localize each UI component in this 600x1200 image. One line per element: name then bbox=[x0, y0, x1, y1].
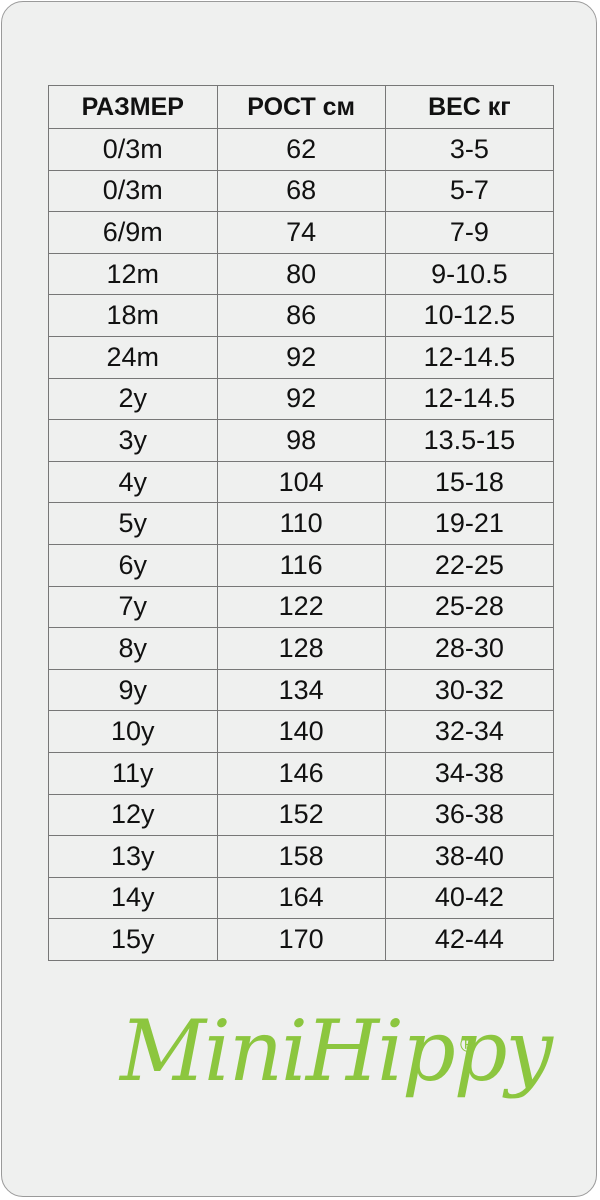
table-cell: 7y bbox=[48, 585, 218, 629]
table-cell: 8y bbox=[48, 627, 218, 670]
table-cell: 92 bbox=[216, 377, 386, 421]
table-cell: 146 bbox=[216, 751, 386, 795]
table-cell: 42-44 bbox=[384, 918, 555, 961]
table-cell: 80 bbox=[216, 252, 386, 296]
table-cell: 19-21 bbox=[384, 502, 555, 545]
header-cell: РАЗМЕР bbox=[48, 85, 218, 129]
table-cell: 5y bbox=[48, 502, 218, 545]
table-cell: 2y bbox=[48, 377, 218, 421]
table-row: 15y 170 42-44 bbox=[48, 918, 555, 961]
table-cell: 13.5-15 bbox=[384, 419, 555, 462]
table-body: 0/3m 62 3-5 0/3m 68 5-7 6/9m 74 7-9 12m 80 9-10.5 18… bbox=[48, 128, 555, 961]
table-cell: 6/9m bbox=[48, 211, 218, 254]
table-cell: 12y bbox=[48, 793, 218, 837]
table-cell: 116 bbox=[216, 543, 386, 587]
header-cell: РОСТ см bbox=[216, 85, 386, 129]
table-cell: 25-28 bbox=[384, 585, 555, 629]
table-cell: 170 bbox=[216, 918, 386, 961]
table-cell: 0/3m bbox=[48, 128, 218, 171]
table-row: 5y 110 19-21 bbox=[48, 502, 555, 545]
table-cell: 4y bbox=[48, 460, 218, 504]
table-cell: 92 bbox=[216, 335, 386, 379]
table-cell: 38-40 bbox=[384, 835, 555, 878]
table-cell: 104 bbox=[216, 460, 386, 504]
table-cell: 7-9 bbox=[384, 211, 555, 254]
table-cell: 74 bbox=[216, 211, 386, 254]
header-cell: ВЕС кг bbox=[384, 85, 555, 129]
logo: MiniHippy bbox=[120, 1002, 553, 1100]
table-cell: 152 bbox=[216, 793, 386, 837]
table-row: 0/3m 62 3-5 bbox=[48, 128, 555, 171]
table-row: 13y 158 38-40 bbox=[48, 835, 555, 878]
table-cell: 14y bbox=[48, 876, 218, 920]
table-row: 6y 116 22-25 bbox=[48, 543, 555, 587]
table-row: 0/3m 68 5-7 bbox=[48, 169, 555, 213]
table-cell: 3-5 bbox=[384, 128, 555, 171]
header-row: РАЗМЕР РОСТ см ВЕС кг bbox=[48, 85, 555, 129]
table-cell: 36-38 bbox=[384, 793, 555, 837]
table-cell: 86 bbox=[216, 294, 386, 337]
table-cell: 30-32 bbox=[384, 668, 555, 712]
table-cell: 9-10.5 bbox=[384, 252, 555, 296]
table-cell: 10-12.5 bbox=[384, 294, 555, 337]
table-cell: 110 bbox=[216, 502, 386, 545]
table-cell: 12-14.5 bbox=[384, 377, 555, 421]
table-cell: 140 bbox=[216, 710, 386, 753]
table-cell: 34-38 bbox=[384, 751, 555, 795]
size-table: РАЗМЕР РОСТ см ВЕС кг 0/3m 62 3-5 0/3m 68 5-7 6/… bbox=[48, 85, 555, 961]
table-cell: 12-14.5 bbox=[384, 335, 555, 379]
table-row: 11y 146 34-38 bbox=[48, 751, 555, 795]
table-row: 9y 134 30-32 bbox=[48, 668, 555, 712]
table-cell: 32-34 bbox=[384, 710, 555, 753]
table-cell: 28-30 bbox=[384, 627, 555, 670]
table-row: 10y 140 32-34 bbox=[48, 710, 555, 753]
table-cell: 15y bbox=[48, 918, 218, 961]
table-cell: 12m bbox=[48, 252, 218, 296]
table-row: 6/9m 74 7-9 bbox=[48, 211, 555, 254]
table-cell: 10y bbox=[48, 710, 218, 753]
table-cell: 3y bbox=[48, 419, 218, 462]
table-cell: 24m bbox=[48, 335, 218, 379]
table-row: 2y 92 12-14.5 bbox=[48, 377, 555, 421]
table-cell: 98 bbox=[216, 419, 386, 462]
table-cell: 11y bbox=[48, 751, 218, 795]
table-cell: 134 bbox=[216, 668, 386, 712]
table-row: 4y 104 15-18 bbox=[48, 460, 555, 504]
table-cell: 122 bbox=[216, 585, 386, 629]
table-row: 24m 92 12-14.5 bbox=[48, 335, 555, 379]
table-row: 12m 80 9-10.5 bbox=[48, 252, 555, 296]
table-row: 7y 122 25-28 bbox=[48, 585, 555, 629]
table-cell: 128 bbox=[216, 627, 386, 670]
table-row: 8y 128 28-30 bbox=[48, 627, 555, 670]
table-row: 14y 164 40-42 bbox=[48, 876, 555, 920]
table-cell: 164 bbox=[216, 876, 386, 920]
table-cell: 9y bbox=[48, 668, 218, 712]
table-cell: 13y bbox=[48, 835, 218, 878]
table-row: 3y 98 13.5-15 bbox=[48, 419, 555, 462]
table-cell: 158 bbox=[216, 835, 386, 878]
table-cell: 40-42 bbox=[384, 876, 555, 920]
table-cell: 0/3m bbox=[48, 169, 218, 213]
table-cell: 5-7 bbox=[384, 169, 555, 213]
table-cell: 6y bbox=[48, 543, 218, 587]
table-cell: 62 bbox=[216, 128, 386, 171]
table-cell: 18m bbox=[48, 294, 218, 337]
table-cell: 15-18 bbox=[384, 460, 555, 504]
table-row: 18m 86 10-12.5 bbox=[48, 294, 555, 337]
table-cell: 68 bbox=[216, 169, 386, 213]
table-row: 12y 152 36-38 bbox=[48, 793, 555, 837]
registered-mark: ® bbox=[460, 1032, 477, 1057]
table-cell: 22-25 bbox=[384, 543, 555, 587]
